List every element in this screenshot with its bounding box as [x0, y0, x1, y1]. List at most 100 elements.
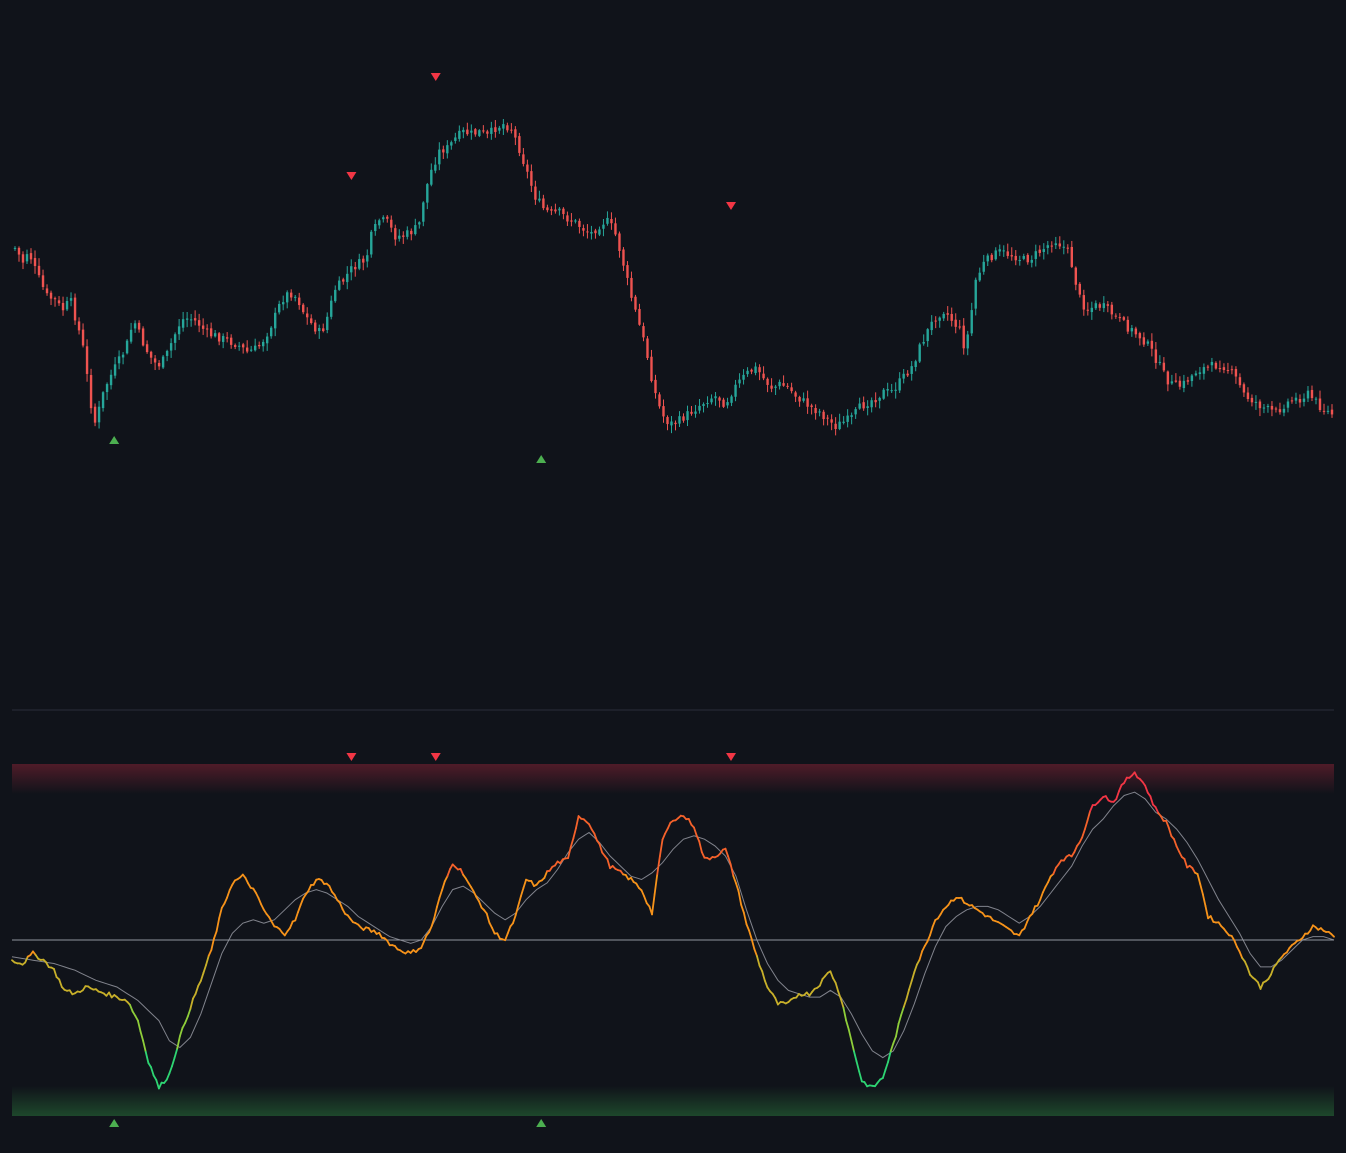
candle-body — [698, 405, 701, 411]
candle-body — [690, 411, 693, 414]
candle-body — [1022, 256, 1025, 259]
candle-body — [1138, 333, 1142, 339]
candle-body — [886, 389, 889, 391]
candle-body — [189, 319, 193, 321]
candle-body — [438, 149, 441, 165]
candle-body — [774, 386, 777, 388]
candle-body — [654, 379, 657, 394]
candle-body — [1278, 409, 1282, 413]
candle-body — [1006, 251, 1009, 256]
candle-body — [177, 326, 181, 335]
candle-body — [750, 369, 753, 372]
candle-body — [570, 220, 573, 222]
candle-body — [458, 130, 461, 139]
candle-body — [1130, 328, 1134, 332]
oscillator-segment — [1238, 950, 1244, 959]
candle-body — [1310, 389, 1314, 399]
oscillator-segment — [834, 981, 840, 993]
oscillator-segment — [750, 938, 756, 950]
oscillator-segment — [1089, 804, 1094, 813]
candle-body — [41, 275, 45, 287]
candle-body — [193, 318, 197, 321]
candle-body — [462, 129, 465, 133]
candle-body — [173, 334, 177, 343]
candle-body — [706, 403, 709, 405]
candle-body — [1270, 405, 1274, 410]
oscillator-segment — [134, 1014, 139, 1022]
candle-body — [1106, 304, 1110, 306]
candle-body — [930, 321, 933, 331]
buy-signal-marker — [109, 1119, 120, 1127]
oscillator-segment — [443, 875, 449, 883]
oscillator-segment — [727, 855, 732, 866]
candle-body — [282, 302, 285, 305]
candle-body — [217, 333, 221, 342]
candle-body — [574, 220, 577, 222]
oscillator-segment — [774, 997, 779, 1006]
oscillator-segment — [129, 1004, 134, 1013]
candle-body — [306, 313, 309, 318]
candle-body — [197, 320, 201, 326]
candle-body — [486, 131, 489, 134]
oscillator-segment — [1041, 886, 1047, 894]
oscillator-segment — [916, 958, 921, 966]
oscillator-segment — [593, 832, 598, 842]
candle-body — [1030, 259, 1033, 263]
oscillator-segment — [918, 950, 924, 961]
candle-body — [602, 224, 605, 229]
oscillator-segment — [137, 1019, 142, 1033]
oscillator-segment — [913, 963, 918, 973]
candle-body — [213, 333, 217, 337]
candle-body — [898, 378, 901, 391]
candle-body — [526, 164, 529, 172]
candle-body — [69, 298, 73, 301]
candle-body — [85, 346, 89, 374]
sell-signal-marker — [725, 753, 736, 761]
oscillator-segment — [1154, 806, 1160, 814]
candle-body — [25, 254, 29, 262]
candle-body — [1002, 250, 1005, 252]
candle-body — [1290, 400, 1294, 402]
candle-body — [326, 316, 329, 331]
oscillator-segment — [299, 897, 305, 907]
oscillator-segment — [847, 1028, 853, 1042]
candle-body — [237, 345, 241, 347]
oscillator-segment — [1199, 883, 1204, 896]
candle-body — [558, 208, 561, 211]
candle-body — [273, 312, 277, 329]
candle-body — [249, 349, 253, 351]
candle-body — [874, 400, 877, 403]
candle-body — [402, 235, 405, 237]
oscillator-segment — [189, 997, 194, 1010]
candle-body — [906, 373, 909, 376]
candle-body — [1258, 401, 1262, 409]
candle-body — [370, 231, 373, 255]
oscillator-segment — [1026, 915, 1031, 923]
candle-body — [1126, 319, 1130, 332]
oscillator-segment — [519, 887, 525, 898]
candle-body — [626, 265, 629, 278]
candle-body — [514, 129, 517, 138]
oscillator-segment — [257, 897, 263, 906]
candle-body — [594, 230, 597, 234]
candle-body — [1058, 243, 1061, 247]
candle-body — [542, 198, 545, 209]
candle-body — [1018, 260, 1021, 262]
oscillator-segment — [858, 1070, 863, 1083]
candle-body — [938, 317, 941, 321]
oscillator-segment — [900, 1006, 905, 1016]
candle-body — [730, 396, 733, 403]
candle-body — [390, 219, 393, 228]
candle-body — [858, 403, 861, 409]
candle-body — [354, 266, 357, 270]
candle-body — [37, 265, 41, 276]
oscillator-segment — [228, 883, 234, 891]
candle-body — [1182, 380, 1186, 389]
candle-body — [610, 218, 613, 224]
candle-body — [302, 304, 305, 313]
oscillator-segment — [1081, 828, 1086, 839]
candle-body — [926, 329, 929, 342]
oscillator-segment — [905, 988, 910, 1000]
candle-body — [634, 296, 637, 310]
candle-body — [630, 277, 633, 298]
